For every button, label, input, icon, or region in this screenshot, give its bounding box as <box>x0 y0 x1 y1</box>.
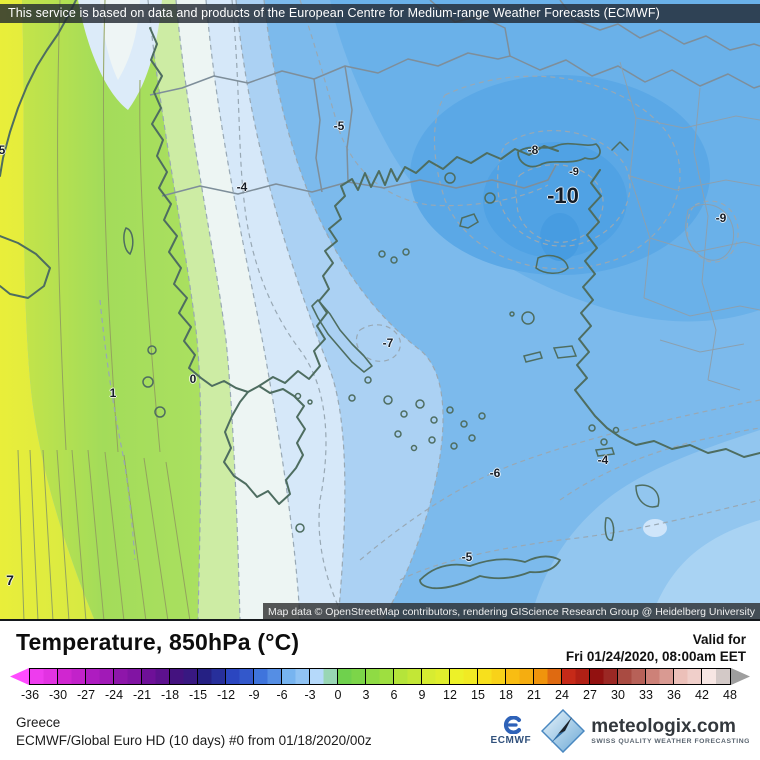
colorbar-tick-label: 15 <box>471 688 485 702</box>
warm-side-contours <box>17 0 191 621</box>
colorbar-tick-label: -15 <box>188 688 208 702</box>
colorbar-cell <box>58 669 86 684</box>
colorbar-cell <box>534 669 562 684</box>
colorbar-tick-label: 9 <box>418 688 426 702</box>
colorbar-tick-label: -18 <box>160 688 180 702</box>
coastlines <box>0 0 760 590</box>
colorbar-tick-label: 18 <box>499 688 513 702</box>
colorbar-cell <box>450 669 478 684</box>
model-info-block: Greece ECMWF/Global Euro HD (10 days) #0… <box>16 714 372 750</box>
colorbar-tick-label: 33 <box>639 688 653 702</box>
map-attribution: Map data © OpenStreetMap contributors, r… <box>262 603 760 621</box>
temperature-colorbar <box>10 668 750 685</box>
colorbar-left-arrow <box>10 668 29 685</box>
logo-row: ECMWF meteologix.com SWISS QUALITY WEATH… <box>490 709 750 753</box>
colorbar-tick-label: 3 <box>362 688 370 702</box>
colorbar-tick-label: 21 <box>527 688 541 702</box>
colorbar-tick-label: -36 <box>20 688 40 702</box>
model-run-label: ECMWF/Global Euro HD (10 days) #0 from 0… <box>16 733 372 748</box>
meteologix-diamond-icon <box>541 709 586 753</box>
page-title: Temperature, 850hPa (°C) <box>16 629 300 655</box>
region-label: Greece <box>16 715 61 730</box>
colorbar-tick-label: -24 <box>104 688 124 702</box>
colorbar-cell <box>366 669 394 684</box>
colorbar-cell <box>86 669 114 684</box>
ecmwf-service-banner: This service is based on data and produc… <box>0 4 760 23</box>
colorbar-cell <box>198 669 226 684</box>
colorbar-tick-label: 30 <box>611 688 625 702</box>
colorbar-tick-label: 42 <box>695 688 709 702</box>
colorbar-tick-label: 12 <box>443 688 457 702</box>
colorbar-cell <box>702 669 730 684</box>
colorbar-cell <box>674 669 702 684</box>
dashed-isotherms <box>99 0 760 621</box>
colorbar-cell <box>394 669 422 684</box>
meteologix-name: meteologix.com <box>591 716 736 737</box>
colorbar-cell <box>422 669 450 684</box>
colorbar-tick-label: -12 <box>216 688 236 702</box>
colorbar-cell <box>282 669 310 684</box>
banner-text: This service is based on data and produc… <box>8 6 660 20</box>
valid-time: Fri 01/24/2020, 08:00am EET <box>565 649 746 664</box>
colorbar-cell <box>618 669 646 684</box>
weather-map: 5 -5 -4 -8 -9 -10 -9 -7 0 1 -6 -4 -5 7 This service i… <box>0 0 760 621</box>
attribution-text: Map data © OpenStreetMap contributors, r… <box>267 606 755 618</box>
colorbar-cell <box>114 669 142 684</box>
colorbar-tick-label: -30 <box>48 688 68 702</box>
colorbar-cell <box>478 669 506 684</box>
colorbar-cell <box>646 669 674 684</box>
colorbar-cell <box>142 669 170 684</box>
admin-borders <box>619 61 760 391</box>
meteologix-tagline: SWISS QUALITY WEATHER FORECASTING <box>591 738 750 745</box>
ecmwf-logo[interactable]: ECMWF <box>490 716 531 746</box>
colorbar-tick-label: 48 <box>723 688 737 702</box>
colorbar-cell <box>30 669 58 684</box>
islands <box>123 172 660 541</box>
valid-label: Valid for <box>692 632 746 647</box>
colorbar-tick-label: 6 <box>390 688 398 702</box>
colorbar-tick-label: -3 <box>304 688 316 702</box>
colorbar-cells <box>29 668 731 685</box>
colorbar-tick-label: 27 <box>583 688 597 702</box>
colorbar-cell <box>562 669 590 684</box>
valid-time-block: Valid for Fri 01/24/2020, 08:00am EET <box>566 631 746 665</box>
colorbar-cell <box>590 669 618 684</box>
legend-panel: Temperature, 850hPa (°C) Valid for Fri 0… <box>0 621 760 760</box>
colorbar-cell <box>170 669 198 684</box>
colorbar-tick-label: 24 <box>555 688 569 702</box>
ecmwf-label: ECMWF <box>490 735 532 746</box>
colorbar-tick-label: -21 <box>132 688 152 702</box>
colorbar-right-arrow <box>731 668 750 685</box>
colorbar-tick-label: -6 <box>276 688 288 702</box>
colorbar-cell <box>310 669 338 684</box>
meteologix-logo[interactable]: meteologix.com SWISS QUALITY WEATHER FOR… <box>541 709 750 753</box>
colorbar-tick-label: 0 <box>334 688 342 702</box>
colorbar-cell <box>254 669 282 684</box>
map-bottom-border <box>0 619 760 621</box>
colorbar-tick-labels: -36 -30 -27 -24 -21 -18 -15 -12 -9 -6 -3 0 3 6 9 12 15 18… <box>10 688 750 703</box>
temperature-field-map <box>0 0 760 621</box>
colorbar-cell <box>506 669 534 684</box>
colorbar-tick-label: -27 <box>76 688 96 702</box>
ecmwf-icon <box>503 716 521 734</box>
colorbar-tick-label: 36 <box>667 688 681 702</box>
colorbar-tick-label: -9 <box>248 688 260 702</box>
colorbar-cell <box>226 669 254 684</box>
colorbar-cell <box>338 669 366 684</box>
